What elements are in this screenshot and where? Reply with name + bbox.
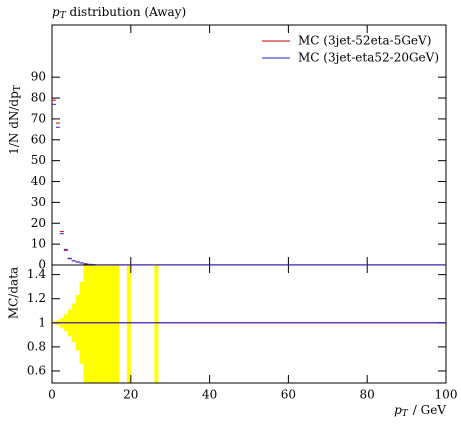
x-label-subscript: T [402, 409, 409, 419]
x-label-text: / GeV [413, 403, 447, 417]
y-tick-label: 60 [31, 132, 46, 146]
title-subscript: T [60, 11, 67, 21]
x-tick-label: 80 [360, 388, 375, 402]
ratio-y-tick-label: 1.2 [27, 291, 46, 305]
band-bin [154, 265, 159, 383]
x-tick-label: 100 [435, 388, 458, 402]
ratio-axis-label: MC/data [7, 267, 21, 319]
band-bin [83, 265, 119, 383]
x-tick-label: 60 [281, 388, 296, 402]
y-label-text: 1/N dN/dp [7, 91, 21, 155]
band-bin [126, 265, 131, 383]
y-tick-label: 70 [31, 111, 46, 125]
y-tick-label: 20 [31, 216, 46, 230]
ratio-y-tick-label: 1 [38, 315, 46, 329]
y-tick-label: 0 [38, 258, 46, 272]
title-symbol: p [52, 5, 60, 19]
y-tick-label: 90 [31, 70, 46, 84]
ratio-y-tick-label: 0.8 [27, 339, 46, 353]
y-label-subscript: T [13, 85, 23, 91]
x-tick-label: 40 [202, 388, 217, 402]
y-tick-label: 50 [31, 153, 46, 167]
x-tick-label: 0 [48, 388, 56, 402]
y-tick-label: 30 [31, 195, 46, 209]
ratio-y-tick-label: 1.4 [27, 267, 46, 281]
legend-label: MC (3jet-52eta-5GeV) [298, 34, 431, 48]
x-tick-label: 20 [123, 388, 138, 402]
x-axis-label: pT / GeV [394, 403, 446, 419]
legend-label: MC (3jet-eta52-20GeV) [298, 51, 439, 65]
y-axis-label: 1/N dN/dpT [7, 85, 23, 155]
error-band [52, 265, 159, 383]
y-tick-label: 40 [31, 174, 46, 188]
title-text: distribution (Away) [66, 5, 186, 19]
chart-title: pT distribution (Away) [52, 5, 186, 21]
y-tick-label: 10 [31, 237, 46, 251]
y-tick-label: 80 [31, 91, 46, 105]
ratio-y-tick-label: 0.6 [27, 363, 46, 377]
x-label-symbol: p [394, 403, 402, 417]
